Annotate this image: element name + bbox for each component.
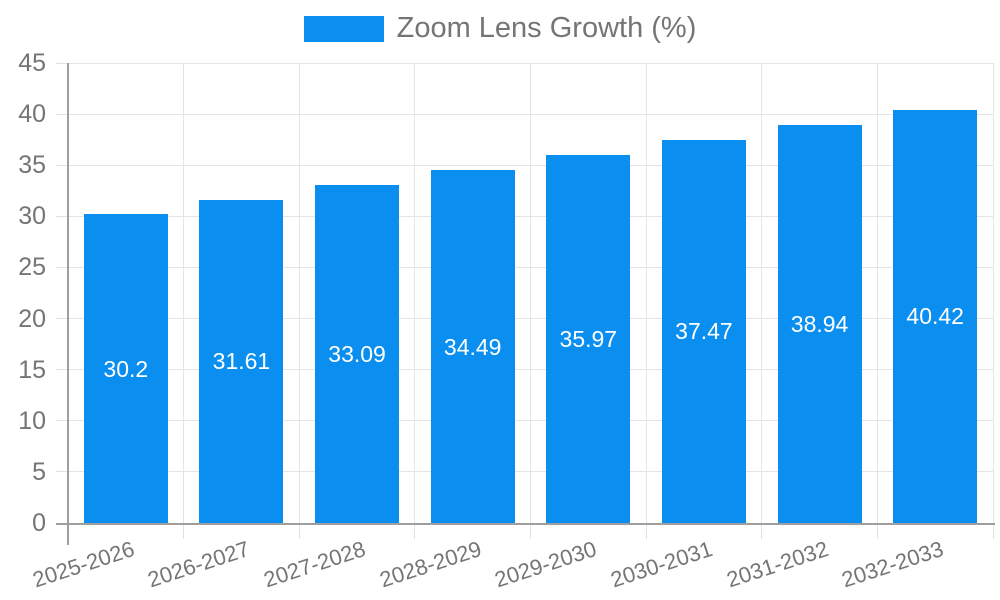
- x-axis-tick: [298, 523, 300, 539]
- y-axis-tick: [56, 369, 68, 371]
- y-axis-label: 20: [18, 304, 46, 333]
- bar[interactable]: [893, 109, 978, 523]
- gridline-v: [645, 63, 647, 523]
- bar-value-label: 38.94: [790, 310, 849, 337]
- y-axis-tick: [56, 113, 68, 115]
- y-axis-label: 30: [18, 202, 46, 231]
- bar[interactable]: [546, 155, 631, 523]
- gridline-v: [876, 63, 878, 523]
- y-axis-label: 35: [18, 151, 46, 180]
- y-axis-label: 40: [18, 100, 46, 129]
- x-axis-tick: [183, 523, 185, 539]
- y-axis-label: 25: [18, 253, 46, 282]
- bar-value-label: 34.49: [443, 333, 502, 360]
- y-axis-tick: [56, 471, 68, 473]
- y-axis-label: 45: [18, 49, 46, 77]
- x-axis-tick: [761, 523, 763, 539]
- x-axis-tick: [414, 523, 416, 539]
- y-axis-line: [67, 63, 69, 545]
- bar-value-label: 35.97: [559, 326, 618, 353]
- bar-value-label: 30.2: [103, 355, 149, 382]
- legend[interactable]: Zoom Lens Growth (%): [0, 14, 1000, 43]
- bar[interactable]: [315, 184, 400, 523]
- bar[interactable]: [430, 170, 515, 523]
- legend-swatch-icon: [303, 15, 384, 42]
- y-axis-tick: [56, 318, 68, 320]
- gridline-v: [992, 63, 994, 523]
- bar-value-label: 40.42: [906, 303, 964, 330]
- y-axis-label: 5: [32, 457, 46, 486]
- y-axis-tick: [56, 420, 68, 422]
- bar-value-label: 33.09: [328, 340, 386, 367]
- x-axis-line: [56, 523, 995, 525]
- plot-area: 0 5 10 15 20 25 30 35 40 45 30.2 2025-2026 31.61 2026…: [18, 49, 995, 592]
- bar-value-label: 31.61: [212, 348, 271, 375]
- y-axis-tick: [56, 266, 68, 268]
- y-axis-label: 10: [18, 406, 46, 435]
- y-axis-tick: [56, 164, 68, 166]
- x-axis-tick: [876, 523, 878, 539]
- gridline-v: [530, 63, 531, 523]
- bar[interactable]: [83, 214, 168, 523]
- gridline-v: [761, 63, 763, 523]
- gridline-v: [298, 63, 300, 523]
- bar[interactable]: [777, 124, 862, 523]
- y-axis-tick: [56, 215, 68, 217]
- bar[interactable]: [199, 199, 284, 523]
- x-axis-tick: [645, 523, 647, 539]
- gridline-v: [414, 63, 416, 523]
- y-axis-label: 15: [18, 355, 46, 384]
- x-axis-tick: [530, 523, 531, 539]
- y-axis-tick: [56, 62, 68, 64]
- legend-label: Zoom Lens Growth (%): [396, 12, 697, 44]
- x-axis-tick: [992, 523, 994, 539]
- y-axis-label: 0: [32, 509, 46, 537]
- bar[interactable]: [661, 139, 746, 523]
- bar-value-label: 37.47: [675, 318, 733, 345]
- gridline-v: [183, 63, 185, 523]
